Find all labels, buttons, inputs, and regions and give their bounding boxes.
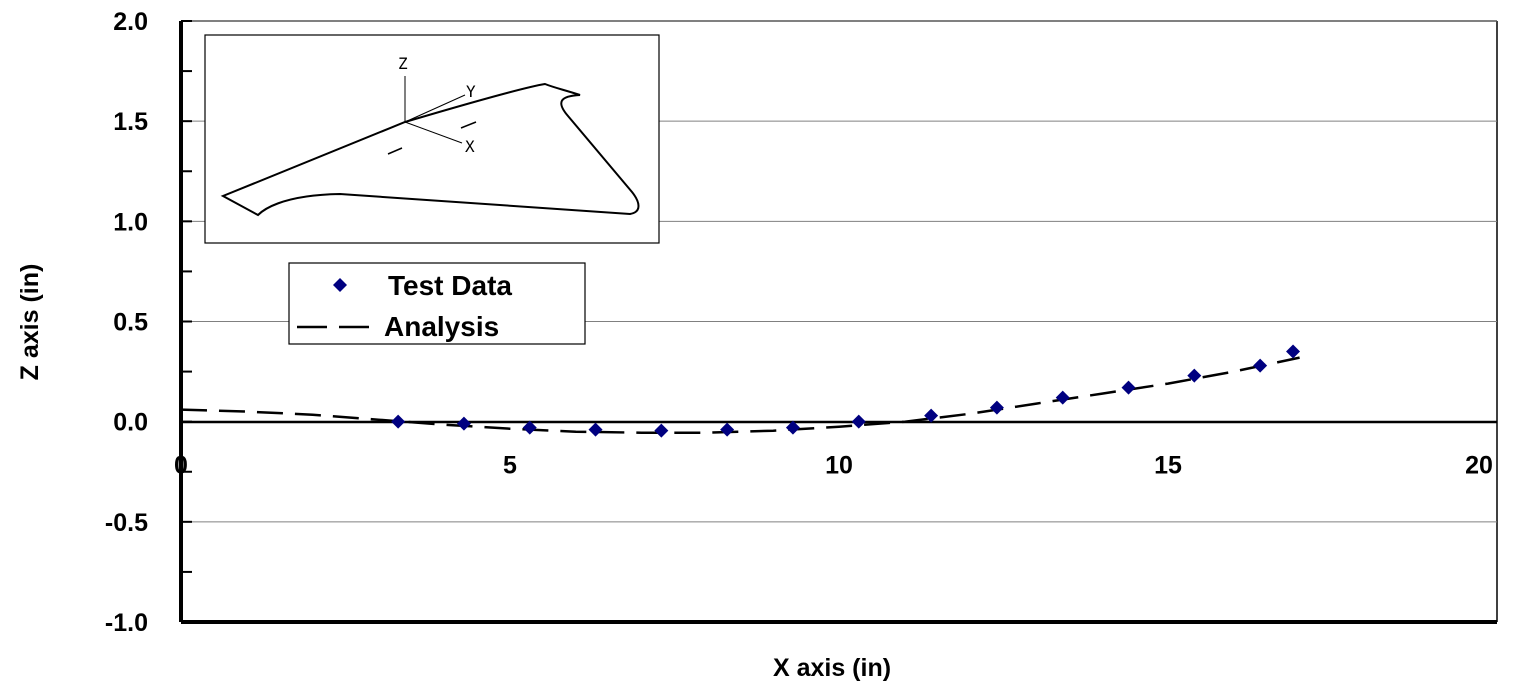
y-tick-label: -0.5 [105, 509, 148, 537]
x-tick-label: 0 [174, 452, 188, 480]
test-data-point [1056, 391, 1070, 405]
x-tick-label: 10 [825, 452, 853, 480]
inset-z-label: Z [398, 54, 408, 73]
test-data-markers [391, 345, 1300, 438]
inset-x-label: X [465, 137, 475, 156]
x-tick-label: 20 [1465, 452, 1493, 480]
y-tick-label: 2.0 [113, 8, 148, 36]
y-tick-label: 0.0 [113, 409, 148, 437]
y-tick-label: 1.0 [113, 208, 148, 236]
y-tick-labels: 2.0 1.5 1.0 0.5 0.0 -0.5 -1.0 [105, 8, 148, 637]
test-data-point [1253, 359, 1267, 373]
y-tick-label: 0.5 [113, 309, 148, 337]
test-data-point [924, 409, 938, 423]
test-data-point [990, 401, 1004, 415]
test-data-point [1286, 345, 1300, 359]
legend: Test Data Analysis [289, 263, 585, 344]
test-data-point [589, 423, 603, 437]
test-data-point [720, 423, 734, 437]
inset-figure: Z Y X [205, 35, 659, 243]
test-data-point [654, 424, 668, 438]
y-tick-label: -1.0 [105, 609, 148, 637]
y-tick-label: 1.5 [113, 108, 148, 136]
y-axis-title: Z axis (in) [16, 264, 44, 381]
x-tick-labels: 0 5 10 15 20 [174, 452, 1493, 480]
test-data-point [852, 415, 866, 429]
legend-analysis-label: Analysis [384, 311, 499, 342]
legend-test-data-label: Test Data [388, 270, 512, 301]
x-tick-label: 5 [503, 452, 517, 480]
test-data-point [1122, 381, 1136, 395]
inset-y-label: Y [466, 82, 476, 101]
x-tick-label: 15 [1154, 452, 1182, 480]
test-data-point [457, 417, 471, 431]
x-axis-title: X axis (in) [773, 654, 891, 682]
test-data-point [391, 415, 405, 429]
